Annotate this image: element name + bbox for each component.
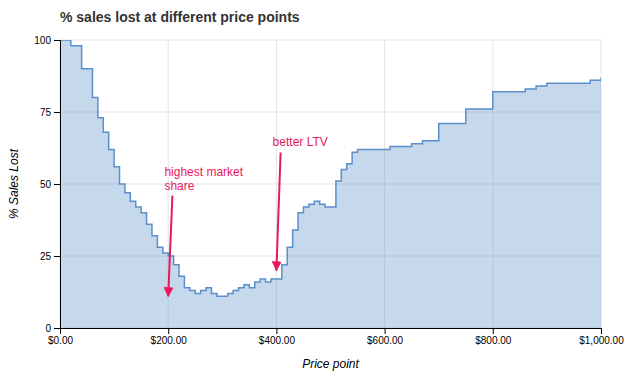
x-tick-label: $200.00 — [151, 335, 188, 346]
x-tick: $200.00 — [151, 328, 188, 346]
x-tick: $0.00 — [48, 328, 73, 346]
y-axis-line — [54, 41, 61, 329]
y-tick: 75 — [40, 107, 60, 118]
y-tick: 0 — [45, 323, 60, 334]
annotation-line: highest market — [164, 165, 243, 179]
y-tick: 25 — [40, 251, 60, 262]
grid — [60, 40, 601, 328]
x-tick: $600.00 — [367, 328, 404, 346]
annotation-arrow — [168, 196, 172, 297]
area — [60, 40, 601, 328]
x-tick: $400.00 — [259, 328, 296, 346]
y-tick: 100 — [34, 35, 60, 46]
x-tick-mark — [385, 328, 386, 334]
x-axis-title: Price point — [302, 357, 359, 371]
grid-line-y — [60, 40, 601, 41]
y-tick-mark — [54, 328, 60, 329]
x-tick-label: $600.00 — [367, 335, 404, 346]
annotation-line: better LTV — [273, 135, 328, 149]
y-tick-label: 50 — [40, 179, 52, 190]
x-tick-label: $0.00 — [48, 335, 73, 346]
annotations: highest marketshare better LTV — [164, 135, 327, 296]
chart: $0.00 $200.00 $400.00 $600.00 $800.00 $1,000.… — [0, 0, 639, 380]
annotation: highest marketshare — [164, 165, 243, 193]
line — [60, 40, 601, 296]
plot: $0.00 $200.00 $400.00 $600.00 $800.00 $1,000.… — [34, 35, 624, 346]
x-tick-label: $800.00 — [475, 335, 512, 346]
x-tick: $1,000.00 — [579, 328, 624, 346]
y-tick: 50 — [40, 179, 60, 190]
y-tick-mark — [54, 40, 60, 41]
x-tick: $800.00 — [475, 328, 512, 346]
y-tick-mark — [54, 184, 60, 185]
annotation-arrow — [276, 152, 280, 270]
y-axis-title: % Sales Lost — [7, 148, 21, 219]
y-tick-mark — [54, 112, 60, 113]
y-tick-label: 75 — [40, 107, 52, 118]
x-axis: $0.00 $200.00 $400.00 $600.00 $800.00 $1,000.… — [48, 328, 624, 346]
x-tick-mark — [276, 328, 277, 334]
x-tick-mark — [168, 328, 169, 334]
y-tick-mark — [54, 256, 60, 257]
annotation-line: share — [164, 179, 194, 193]
x-axis-line — [61, 329, 602, 335]
y-tick-label: 25 — [40, 251, 52, 262]
y-tick-label: 0 — [45, 323, 51, 334]
y-tick-label: 100 — [34, 35, 51, 46]
x-tick-label: $400.00 — [259, 335, 296, 346]
x-tick-mark — [493, 328, 494, 334]
annotation: better LTV — [273, 135, 328, 149]
marks — [60, 40, 601, 328]
x-tick-label: $1,000.00 — [579, 335, 624, 346]
y-axis: 0 25 50 75 100 — [34, 35, 60, 334]
title: % sales lost at different price points — [60, 9, 300, 25]
x-tick-mark — [601, 328, 602, 334]
